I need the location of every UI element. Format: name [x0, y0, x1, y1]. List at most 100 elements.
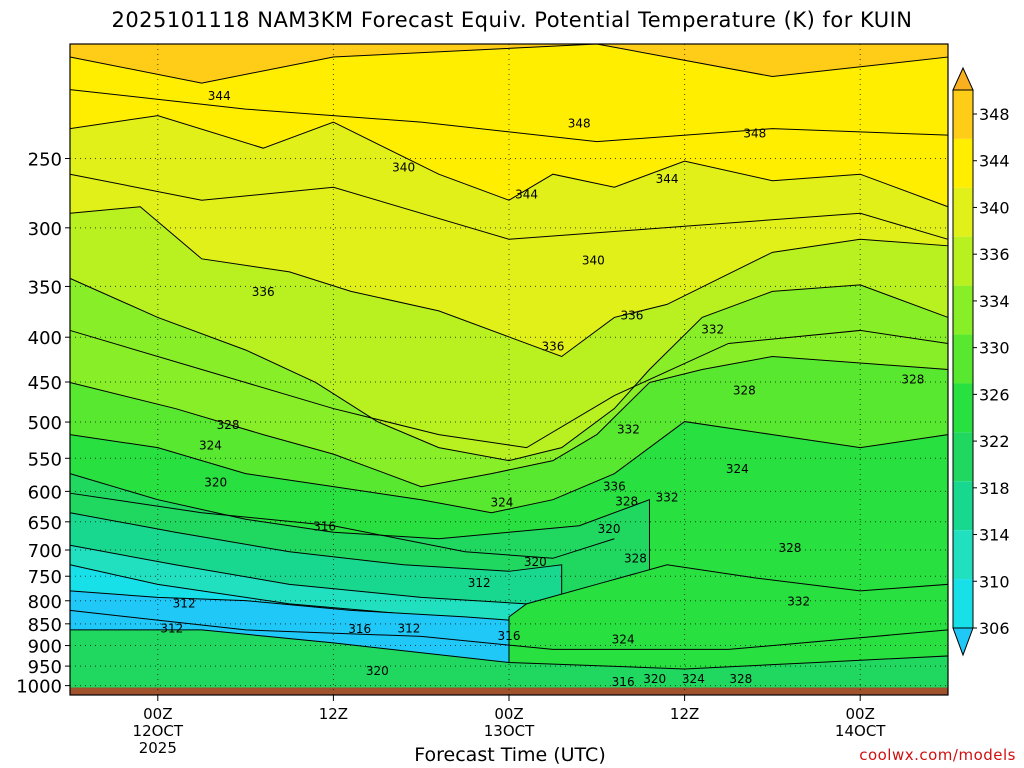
- colorbar-label: 330: [979, 339, 1010, 358]
- x-tick-label: 12Z: [670, 705, 699, 723]
- contour-label: 316: [348, 622, 371, 636]
- colorbar-segment: [953, 432, 973, 482]
- y-tick-label: 1000: [16, 677, 62, 698]
- contour-label: 328: [779, 541, 802, 555]
- colorbar-segment: [953, 236, 973, 286]
- x-tick-label-line: 14OCT: [835, 722, 886, 740]
- y-axis: 2503003504004505005506006507007508008509…: [16, 149, 70, 698]
- contour-label: 332: [701, 323, 724, 337]
- contour-label: 328: [217, 418, 240, 432]
- x-tick-label-line: 13OCT: [484, 722, 535, 740]
- contour-label: 344: [515, 188, 538, 202]
- colorbar-label: 334: [979, 292, 1010, 311]
- colorbar-segment: [953, 90, 973, 139]
- colorbar-label: 348: [979, 105, 1010, 124]
- x-tick-label-line: 00Z: [143, 705, 172, 723]
- contour-label: 316: [612, 675, 635, 689]
- x-tick-label: 00Z 14OCT: [835, 705, 886, 740]
- y-tick-label: 450: [28, 373, 62, 394]
- contour-label: 320: [204, 475, 227, 489]
- y-tick-label: 250: [28, 149, 62, 170]
- contour-label: 312: [173, 597, 196, 611]
- y-tick-label: 400: [28, 328, 62, 349]
- contour-label: 324: [682, 672, 705, 686]
- contour-label: 320: [643, 672, 666, 686]
- contour-line: [69, 492, 615, 559]
- contour-label: 316: [313, 519, 336, 533]
- y-tick-label: 700: [28, 541, 62, 562]
- grid: [70, 44, 948, 695]
- colorbar-segment: [953, 138, 973, 188]
- contour-label: 332: [787, 595, 810, 609]
- contour-label: 348: [568, 116, 591, 130]
- y-tick-label: 550: [28, 449, 62, 470]
- colorbar-segment: [953, 481, 973, 531]
- contour-line: [69, 329, 949, 449]
- x-tick-label-line: 2025: [139, 739, 177, 757]
- contour-label: 332: [617, 423, 640, 437]
- colorbar-bottom-arrow: [952, 627, 974, 657]
- colorbar-label: 306: [979, 619, 1010, 638]
- contour-label: 316: [498, 629, 521, 643]
- colorbar-label: 344: [979, 152, 1010, 171]
- x-axis-title: Forecast Time (UTC): [414, 744, 606, 766]
- y-tick-label: 850: [28, 615, 62, 636]
- x-tick-label: 00Z 13OCT: [484, 705, 535, 740]
- y-tick-label: 750: [28, 567, 62, 588]
- y-tick-label: 600: [28, 482, 62, 503]
- equivalent-potential-temperature-field: [69, 43, 949, 696]
- contour-label: 336: [620, 309, 643, 323]
- colorbar-segment: [953, 187, 973, 237]
- contour-label: 336: [252, 285, 275, 299]
- colorbar-segment: [953, 383, 973, 433]
- contour-line: [69, 89, 949, 143]
- y-tick-label: 900: [28, 637, 62, 658]
- below-ground-area: [70, 687, 948, 695]
- x-tick-label-line: 00Z: [494, 705, 523, 723]
- colorbar-label: 314: [979, 526, 1010, 545]
- contour-label: 312: [397, 621, 420, 635]
- colorbar-label: 310: [979, 572, 1010, 591]
- contour-label: 320: [598, 522, 621, 536]
- colorbar-label: 340: [979, 198, 1010, 217]
- y-tick-label: 950: [28, 657, 62, 678]
- contour-label: 328: [901, 372, 924, 386]
- contour-label: 344: [208, 89, 231, 103]
- contour-label: 320: [524, 555, 547, 569]
- chart-title: 2025101118 NAM3KM Forecast Equiv. Potent…: [111, 8, 913, 32]
- contour-label: 328: [624, 552, 647, 566]
- contour-label: 312: [468, 576, 491, 590]
- contour-label: 340: [582, 254, 605, 268]
- contour-label: 340: [392, 161, 415, 175]
- x-tick-label-line: 12Z: [670, 705, 699, 723]
- credit-link[interactable]: coolwx.com/models: [859, 746, 1016, 764]
- x-tick-label: 00Z 12OCT 2025: [133, 705, 184, 757]
- colorbar-label: 326: [979, 385, 1010, 404]
- contour-label: 328: [733, 383, 756, 397]
- colorbar-segment: [953, 334, 973, 384]
- contour-label: 332: [656, 491, 679, 505]
- x-tick-label-line: 12OCT: [133, 722, 184, 740]
- contour-label: 348: [743, 126, 766, 140]
- x-tick-label: 12Z: [319, 705, 348, 723]
- contour-label: 324: [612, 633, 635, 647]
- contour-line: [69, 609, 949, 650]
- y-tick-label: 500: [28, 413, 62, 434]
- contour-labels: 344 348 348 340 344 344 340 336 336 336 332 328 328 3…: [160, 89, 924, 689]
- contour-label: 344: [656, 172, 679, 186]
- contour-label: 328: [729, 672, 752, 686]
- y-tick-label: 350: [28, 277, 62, 298]
- x-tick-label-line: 00Z: [846, 705, 875, 723]
- contour-label: 312: [160, 621, 183, 635]
- colorbar: 348 344 340 336 334 330 326 322 318 314 310 306: [952, 66, 1010, 657]
- contour-label: 336: [603, 479, 626, 493]
- contour-label: 324: [726, 462, 749, 476]
- x-tick-label-line: 12Z: [319, 705, 348, 723]
- y-tick-label: 650: [28, 513, 62, 534]
- contour-label: 324: [199, 439, 222, 453]
- contour-label: 324: [491, 496, 514, 510]
- contour-label: 328: [615, 494, 638, 508]
- contour-label: 320: [366, 664, 389, 678]
